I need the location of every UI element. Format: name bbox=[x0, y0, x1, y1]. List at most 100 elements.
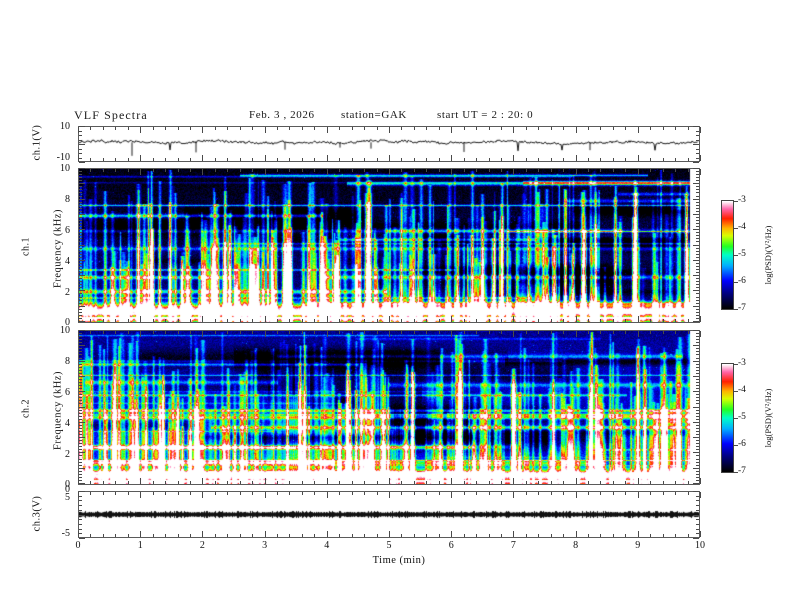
tick-mark bbox=[326, 169, 328, 175]
tick-mark bbox=[79, 259, 85, 261]
tick-mark bbox=[301, 534, 303, 537]
tick-mark bbox=[90, 169, 92, 172]
ch2spec-ytick-8: 8 bbox=[65, 356, 70, 367]
tick-mark bbox=[326, 316, 328, 322]
tick-mark bbox=[140, 127, 142, 133]
tick-mark bbox=[389, 316, 390, 322]
tick-mark bbox=[79, 415, 82, 417]
tick-mark bbox=[612, 158, 614, 161]
tick-mark bbox=[575, 316, 577, 322]
tick-mark bbox=[687, 127, 689, 130]
tick-mark bbox=[264, 316, 266, 322]
tick-mark bbox=[693, 244, 699, 246]
tick-mark bbox=[696, 461, 699, 463]
tick-mark bbox=[339, 534, 341, 537]
tick-mark bbox=[575, 492, 577, 498]
tick-mark bbox=[696, 287, 699, 289]
tick-mark bbox=[140, 478, 142, 484]
tick-mark bbox=[438, 331, 440, 334]
tick-mark bbox=[600, 492, 602, 495]
tick-mark bbox=[525, 492, 527, 495]
tick-mark bbox=[79, 317, 82, 319]
tick-mark bbox=[277, 127, 279, 130]
tick-mark bbox=[413, 492, 415, 495]
tick-mark bbox=[79, 220, 82, 222]
tick-mark bbox=[563, 534, 565, 537]
tick-mark bbox=[79, 153, 82, 154]
tick-mark bbox=[675, 319, 677, 322]
tick-mark bbox=[78, 492, 79, 498]
tick-mark bbox=[252, 319, 254, 322]
tick-mark bbox=[696, 505, 699, 507]
tick-mark bbox=[364, 158, 366, 161]
tick-mark bbox=[413, 169, 415, 172]
tick-mark bbox=[538, 534, 540, 537]
x-axis-tick-label: 6 bbox=[448, 540, 454, 551]
tick-mark bbox=[152, 492, 154, 495]
tick-mark bbox=[525, 127, 527, 130]
ch3-voltage-trace bbox=[79, 492, 699, 537]
tick-mark bbox=[600, 331, 602, 334]
tick-mark bbox=[550, 169, 552, 172]
ch1spec-ytick-2: 2 bbox=[65, 287, 70, 298]
tick-mark bbox=[612, 331, 614, 334]
tick-mark bbox=[177, 481, 179, 484]
tick-mark bbox=[79, 216, 82, 218]
tick-mark bbox=[189, 492, 191, 495]
header-start-ut: start UT = 2 : 20: 0 bbox=[437, 109, 534, 121]
tick-mark bbox=[78, 316, 79, 322]
tick-mark bbox=[140, 492, 142, 498]
tick-mark bbox=[525, 158, 527, 161]
tick-mark bbox=[500, 169, 502, 172]
tick-mark bbox=[202, 155, 204, 161]
tick-mark bbox=[79, 366, 82, 368]
tick-mark bbox=[79, 342, 82, 344]
tick-mark bbox=[696, 397, 699, 399]
tick-mark bbox=[693, 229, 699, 231]
tick-mark bbox=[79, 226, 82, 228]
tick-mark bbox=[79, 302, 82, 304]
tick-mark bbox=[426, 481, 428, 484]
tick-mark bbox=[189, 331, 191, 334]
tick-mark bbox=[165, 534, 167, 537]
tick-mark bbox=[79, 290, 85, 292]
tick-mark bbox=[675, 331, 677, 334]
tick-mark bbox=[102, 169, 104, 172]
tick-mark bbox=[301, 331, 303, 334]
colorbar-ch1-label: log(PSD)(V²/Hz) bbox=[763, 225, 773, 285]
tick-mark bbox=[79, 144, 85, 145]
tick-mark bbox=[696, 418, 699, 420]
tick-mark bbox=[637, 331, 639, 337]
tick-mark bbox=[696, 302, 699, 304]
tick-mark bbox=[696, 314, 699, 316]
tick-mark bbox=[525, 319, 527, 322]
tick-mark bbox=[700, 331, 701, 337]
tick-mark bbox=[696, 415, 699, 417]
tick-mark bbox=[696, 385, 699, 387]
tick-mark bbox=[252, 534, 254, 537]
tick-mark bbox=[513, 169, 515, 175]
tick-mark bbox=[289, 319, 291, 322]
colorbar-tick-label: -3 bbox=[738, 358, 746, 368]
tick-mark bbox=[264, 127, 266, 133]
tick-mark bbox=[79, 213, 85, 215]
tick-mark bbox=[79, 412, 82, 414]
tick-mark bbox=[696, 201, 699, 203]
tick-mark bbox=[79, 183, 85, 185]
tick-mark bbox=[693, 467, 699, 469]
tick-mark bbox=[239, 331, 241, 334]
tick-mark bbox=[693, 421, 699, 423]
ch2spec-channel-label: ch.2 bbox=[20, 399, 32, 418]
tick-mark bbox=[401, 481, 403, 484]
tick-mark bbox=[301, 319, 303, 322]
tick-mark bbox=[127, 481, 129, 484]
tick-mark bbox=[696, 378, 699, 380]
tick-mark bbox=[451, 531, 453, 537]
tick-mark bbox=[277, 481, 279, 484]
tick-mark bbox=[693, 391, 699, 393]
tick-mark bbox=[696, 446, 699, 448]
tick-mark bbox=[696, 223, 699, 225]
tick-mark bbox=[550, 492, 552, 495]
tick-mark bbox=[696, 157, 699, 159]
tick-mark bbox=[79, 336, 82, 338]
